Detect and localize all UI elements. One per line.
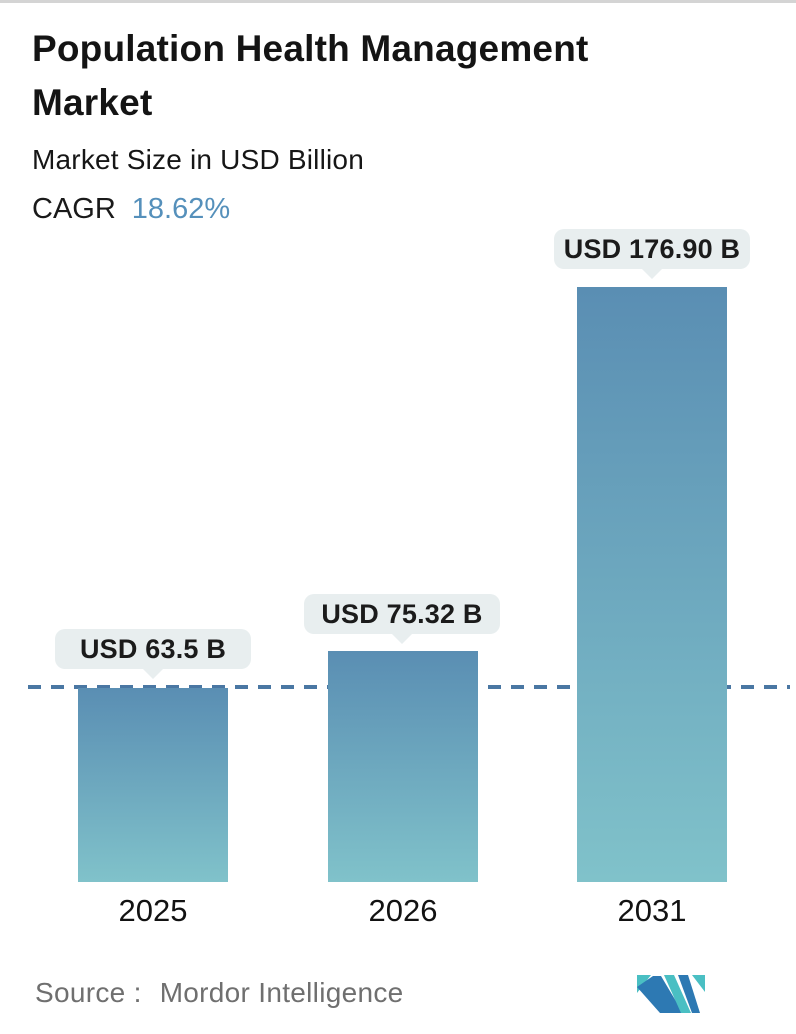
bar-2025	[78, 688, 228, 882]
bar-2026	[328, 651, 478, 882]
source-label: Source :	[35, 977, 142, 1008]
cagr-value: 18.62%	[131, 193, 231, 225]
x-axis-label-2025: 2025	[118, 893, 188, 928]
cagr-label: CAGR	[32, 193, 116, 225]
chart-title: Population Health Management Market	[32, 28, 589, 123]
cagr-row: CAGR 18.62%	[32, 193, 762, 226]
value-label-2025: USD 63.5 B	[55, 629, 251, 669]
chart-header: Population Health Management Market Mark…	[32, 22, 762, 226]
source-value: Mordor Intelligence	[159, 977, 404, 1008]
logo-m-mark	[637, 975, 705, 1013]
top-border-line	[0, 0, 796, 3]
source-line: Source : Mordor Intelligence	[35, 977, 404, 1009]
mordor-intelligence-logo-icon	[637, 975, 705, 1013]
x-axis-label-2031: 2031	[617, 893, 687, 928]
x-axis-label-2026: 2026	[368, 893, 438, 928]
value-label-2031: USD 176.90 B	[554, 229, 750, 269]
chart-subtitle: Market Size in USD Billion	[32, 144, 364, 175]
bar-2031	[577, 287, 727, 882]
value-label-2026: USD 75.32 B	[304, 594, 500, 634]
